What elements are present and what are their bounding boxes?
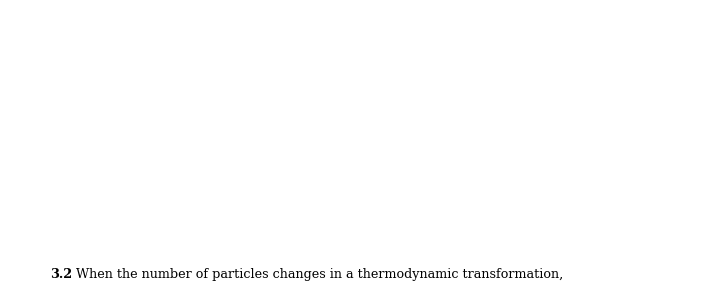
Text: When the number of particles changes in a thermodynamic transformation,: When the number of particles changes in …	[76, 268, 563, 281]
Text: 3.2: 3.2	[50, 268, 72, 281]
